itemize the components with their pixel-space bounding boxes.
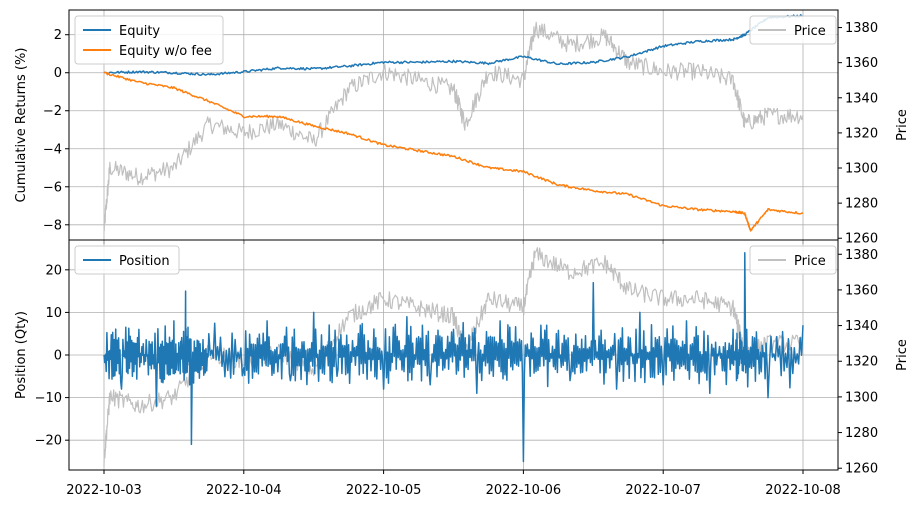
y2-tick-label: 1320 — [845, 355, 878, 370]
y2-axis-label: Price — [895, 339, 910, 371]
legend-left: Position — [74, 245, 180, 275]
series-line-position — [103, 252, 804, 463]
y2-tick-label: 1360 — [845, 283, 878, 298]
legend-box — [74, 245, 180, 275]
legend-right: Price — [749, 15, 837, 45]
y2-tick-label: 1340 — [845, 91, 878, 106]
x-tick-label: 2022-10-03 — [66, 483, 142, 498]
series-line-equity — [103, 14, 804, 77]
y2-tick-label: 1300 — [845, 162, 878, 177]
y-tick-label: 20 — [45, 263, 62, 278]
y2-tick-label: 1380 — [845, 21, 878, 36]
y2-tick-label: 1280 — [845, 197, 878, 212]
y-tick-label: −20 — [35, 434, 62, 449]
y-tick-label: −2 — [43, 104, 62, 119]
legend-right: Price — [749, 245, 837, 275]
y2-tick-label: 1380 — [845, 248, 878, 263]
y2-tick-label: 1260 — [845, 462, 878, 477]
legend-left: Equity Equity w/o fee — [74, 15, 224, 65]
y2-tick-label: 1360 — [845, 56, 878, 71]
legend-label: Position — [119, 254, 170, 269]
y-tick-label: 10 — [45, 306, 62, 321]
legend-label: Price — [794, 254, 826, 269]
y-tick-label: −4 — [43, 142, 62, 157]
y2-tick-label: 1280 — [845, 426, 878, 441]
panel-2: −20 −10 0 10 20 1260 1280 1300 1320 1340 1360 1380 2… — [14, 239, 910, 498]
y-tick-label: 0 — [54, 66, 62, 81]
x-tick-label: 2022-10-04 — [206, 483, 282, 498]
x-tick-label: 2022-10-05 — [346, 483, 422, 498]
y2-tick-label: 1300 — [845, 390, 878, 405]
legend-box — [749, 245, 837, 275]
x-tick-label: 2022-10-06 — [486, 483, 562, 498]
x-tick-label: 2022-10-08 — [765, 483, 841, 498]
y-tick-label: −6 — [43, 180, 62, 195]
y-tick-label: 0 — [54, 349, 62, 364]
series-line-equity-w-o-fee — [103, 71, 804, 232]
y2-tick-label: 1340 — [845, 319, 878, 334]
y-axis-label: Position (Qty) — [14, 311, 29, 399]
legend-label: Equity w/o fee — [119, 44, 212, 59]
legend-label: Price — [794, 24, 826, 39]
legend-label: Equity — [119, 24, 160, 39]
y2-tick-label: 1320 — [845, 126, 878, 141]
legend-box — [74, 15, 224, 65]
y-tick-label: −10 — [35, 391, 62, 406]
y2-axis-label: Price — [895, 109, 910, 141]
panel-1: −8 −6 −4 −2 0 2 1260 1280 1300 1320 1340 1360 1380 Cu… — [14, 9, 910, 247]
y2-tick-label: 1260 — [845, 232, 878, 247]
y-tick-label: 2 — [54, 28, 62, 43]
y-tick-label: −8 — [43, 218, 62, 233]
legend-box — [749, 15, 837, 45]
y-axis-label: Cumulative Returns (%) — [14, 48, 29, 203]
series-line-price — [103, 21, 804, 232]
x-tick-label: 2022-10-07 — [625, 483, 701, 498]
